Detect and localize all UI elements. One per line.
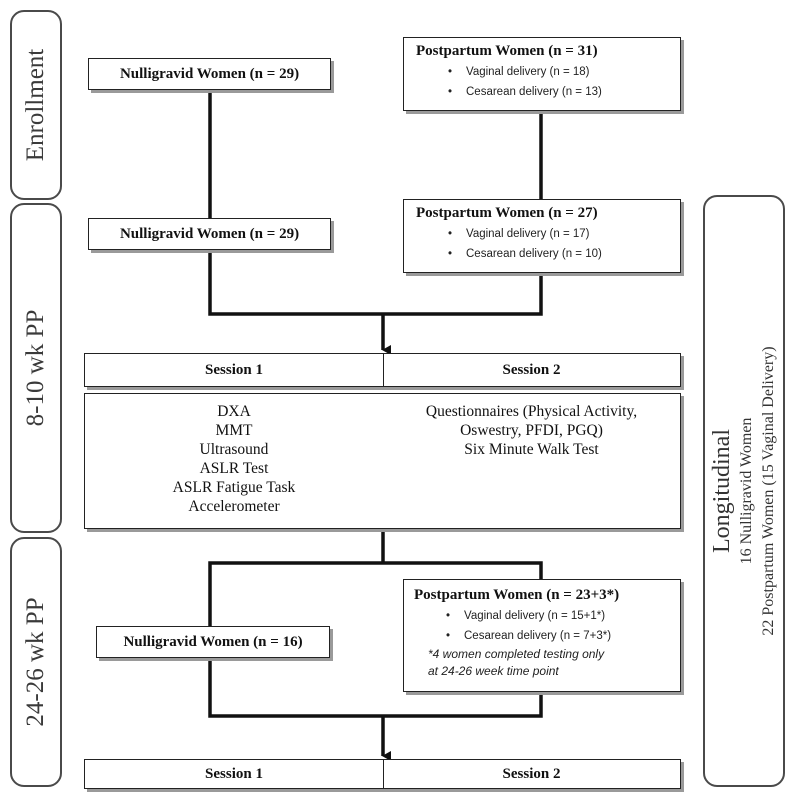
wk24-nulligravid-box: Nulligravid Women (n = 16) — [96, 626, 330, 658]
test-ultrasound: Ultrasound — [199, 441, 269, 458]
bullet-icon: • — [448, 86, 453, 98]
wk8-cesarean-item: • Cesarean delivery (n = 10) — [416, 244, 680, 264]
wk24-session-1-label: Session 1 — [85, 760, 384, 788]
enrollment-nulligravid-label: Nulligravid Women (n = 29) — [119, 66, 300, 82]
wk24-session-2-label: Session 2 — [502, 765, 561, 782]
test-aslr: ASLR Test — [199, 460, 269, 477]
wk24-footnote-line1: *4 women completed testing only — [428, 647, 605, 661]
test-aslr-fatigue: ASLR Fatigue Task — [172, 479, 296, 496]
wk8-session-1-label: Session 1 — [85, 354, 384, 386]
wk24-postpartum-box: Postpartum Women (n = 23+3*) • Vaginal de… — [403, 579, 681, 692]
test-questionnaires-line1: Questionnaires (Physical Activity, — [425, 403, 638, 420]
longitudinal-text: Longitudinal 16 Nulligravid Women 22 Pos… — [708, 346, 780, 635]
session-1-tests: DXA MMT Ultrasound ASLR Test ASLR Fatigu… — [85, 402, 383, 516]
24wk-merge-line — [208, 656, 543, 718]
wk8-session-2-label: Session 2 — [502, 361, 561, 378]
wk8-postpartum-box: Postpartum Women (n = 27) • Vaginal deliv… — [403, 199, 681, 273]
enrollment-nulligravid-box: Nulligravid Women (n = 29) — [88, 58, 331, 90]
test-questionnaires-line2: Oswestry, PFDI, PGQ) — [460, 422, 603, 439]
longitudinal-title: Longitudinal — [709, 429, 735, 553]
bullet-icon: • — [446, 610, 451, 622]
test-dxa: DXA — [217, 403, 251, 420]
enrollment-cesarean-item: • Cesarean delivery (n = 13) — [416, 82, 680, 102]
wk8-merge-line — [208, 248, 543, 316]
longitudinal-panel: Longitudinal 16 Nulligravid Women 22 Pos… — [703, 195, 785, 787]
enrollment-postpartum-title: Postpartum Women (n = 31) — [416, 43, 598, 59]
wk24-vaginal-item: • Vaginal delivery (n = 15+1*) — [414, 606, 680, 626]
enrollment-postpartum-box: Postpartum Women (n = 31) • Vaginal deliv… — [403, 37, 681, 111]
test-mmt: MMT — [215, 422, 253, 439]
phase-8-10-wk-label: 8-10 wk PP — [22, 309, 49, 427]
enrollment-vaginal-item: • Vaginal delivery (n = 18) — [416, 62, 680, 82]
wk24-postpartum-title: Postpartum Women (n = 23+3*) — [414, 587, 620, 603]
session-2-tests: Questionnaires (Physical Activity, Oswes… — [383, 402, 680, 459]
wk8-vaginal-item: • Vaginal delivery (n = 17) — [416, 224, 680, 244]
wk24-sessions-header: Session 1 Session 2 — [84, 759, 681, 789]
wk24-nulligravid-label: Nulligravid Women (n = 16) — [123, 634, 303, 650]
wk8-sessions-header: Session 1 Session 2 — [84, 353, 681, 387]
wk24-cesarean-item: • Cesarean delivery (n = 7+3*) — [414, 626, 680, 646]
phase-enrollment: Enrollment — [10, 10, 62, 200]
phase-enrollment-label: Enrollment — [22, 48, 49, 162]
wk8-tests-box: DXA MMT Ultrasound ASLR Test ASLR Fatigu… — [84, 393, 681, 529]
bullet-icon: • — [446, 630, 451, 642]
phase-24-26-wk-label: 24-26 wk PP — [22, 597, 49, 727]
phase-8-10-wk: 8-10 wk PP — [10, 203, 62, 533]
wk8-nulligravid-box: Nulligravid Women (n = 29) — [88, 218, 331, 250]
wk8-postpartum-title: Postpartum Women (n = 27) — [416, 205, 598, 221]
phase-24-26-wk: 24-26 wk PP — [10, 537, 62, 787]
wk24-footnote-line2: at 24-26 week time point — [428, 664, 559, 678]
wk8-nulligravid-label: Nulligravid Women (n = 29) — [119, 226, 300, 242]
bullet-icon: • — [448, 66, 453, 78]
longitudinal-nulligravid-count: 16 Nulligravid Women — [738, 417, 755, 565]
bullet-icon: • — [448, 228, 453, 240]
longitudinal-postpartum-count: 22 Postpartum Women (15 Vaginal Delivery… — [760, 346, 777, 636]
bullet-icon: • — [448, 248, 453, 260]
test-accelerometer: Accelerometer — [188, 498, 280, 515]
24wk-split-line — [208, 561, 543, 630]
test-six-minute-walk: Six Minute Walk Test — [464, 441, 599, 458]
